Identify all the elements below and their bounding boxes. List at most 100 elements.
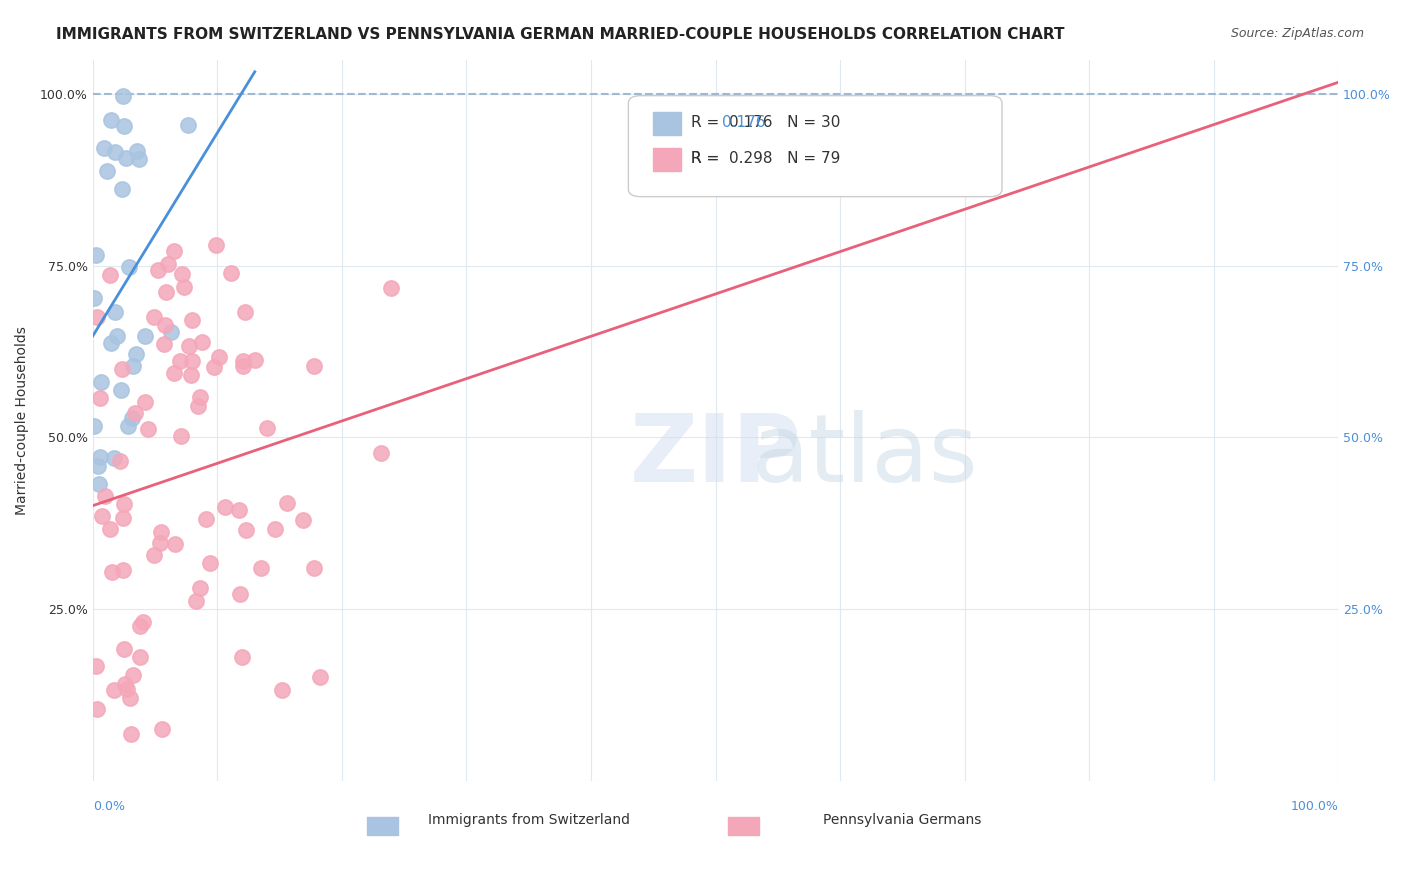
Point [100,268,122,283]
Point [187,399,209,413]
Text: R =  0.298   N = 79: R = 0.298 N = 79 [690,151,839,166]
Point [104,145,127,159]
Text: 0.176: 0.176 [721,115,765,130]
Point [93,141,115,155]
Point [136,422,159,436]
Point [195,512,218,526]
Point [111,88,134,103]
Point [302,359,325,374]
Point [181,353,204,368]
FancyBboxPatch shape [654,147,681,171]
Point [112,497,135,511]
FancyBboxPatch shape [654,112,681,136]
Point [108,454,131,468]
Point [276,496,298,510]
Text: R =: R = [690,151,728,166]
Point [159,325,181,339]
Text: Pennsylvania Germans: Pennsylvania Germans [823,814,981,827]
Point [90,375,112,389]
Point [221,267,243,281]
Point [150,722,173,736]
Point [143,310,166,325]
Point [232,354,254,368]
Point [163,244,186,258]
Point [150,525,173,540]
Point [86,702,108,716]
Point [103,450,125,465]
Point [229,587,252,601]
FancyBboxPatch shape [628,95,1002,196]
FancyBboxPatch shape [728,817,759,835]
Point [235,523,257,537]
Point [198,556,221,570]
Point [110,383,132,397]
Point [84,248,107,262]
Point [90,509,112,524]
Point [180,368,202,382]
Point [121,411,143,425]
Point [129,619,152,633]
Point [291,513,314,527]
Text: R =  0.176   N = 30: R = 0.176 N = 30 [690,115,839,130]
Point [114,677,136,691]
Point [134,395,156,409]
Point [256,421,278,435]
Point [380,281,402,295]
Point [188,390,211,404]
Point [127,144,149,158]
Point [188,581,211,595]
Point [121,667,143,681]
Point [124,406,146,420]
Point [148,263,170,277]
Point [83,291,105,305]
Point [202,360,225,375]
Point [111,361,134,376]
Point [163,537,186,551]
Y-axis label: Married-couple Households: Married-couple Households [15,326,30,515]
Point [173,280,195,294]
Point [179,339,201,353]
Point [186,594,208,608]
Point [143,548,166,562]
Point [264,522,287,536]
Point [89,391,111,405]
Point [370,446,392,460]
Point [250,561,273,575]
Point [98,522,121,536]
Point [172,267,194,281]
Point [156,257,179,271]
Point [86,459,108,474]
Point [190,335,212,350]
Point [120,727,142,741]
Point [87,477,110,491]
Point [118,691,141,706]
Point [121,359,143,373]
Point [111,182,134,196]
Point [231,650,253,665]
Point [163,366,186,380]
Point [302,561,325,575]
FancyBboxPatch shape [367,817,398,835]
Point [112,120,135,134]
Text: IMMIGRANTS FROM SWITZERLAND VS PENNSYLVANIA GERMAN MARRIED-COUPLE HOUSEHOLDS COR: IMMIGRANTS FROM SWITZERLAND VS PENNSYLVA… [56,27,1064,42]
Point [105,329,128,343]
Point [228,503,250,517]
Point [128,152,150,166]
Point [114,152,136,166]
Point [96,163,118,178]
Point [83,419,105,434]
Point [118,260,141,275]
Point [86,659,108,673]
Point [94,489,117,503]
Point [177,119,200,133]
Point [100,112,122,127]
Text: atlas: atlas [752,410,979,502]
Point [103,683,125,698]
Text: ZIP: ZIP [630,410,801,502]
Point [125,347,148,361]
Point [104,304,127,318]
Point [112,563,135,577]
Text: Source: ZipAtlas.com: Source: ZipAtlas.com [1230,27,1364,40]
Point [214,500,236,515]
Point [169,353,191,368]
